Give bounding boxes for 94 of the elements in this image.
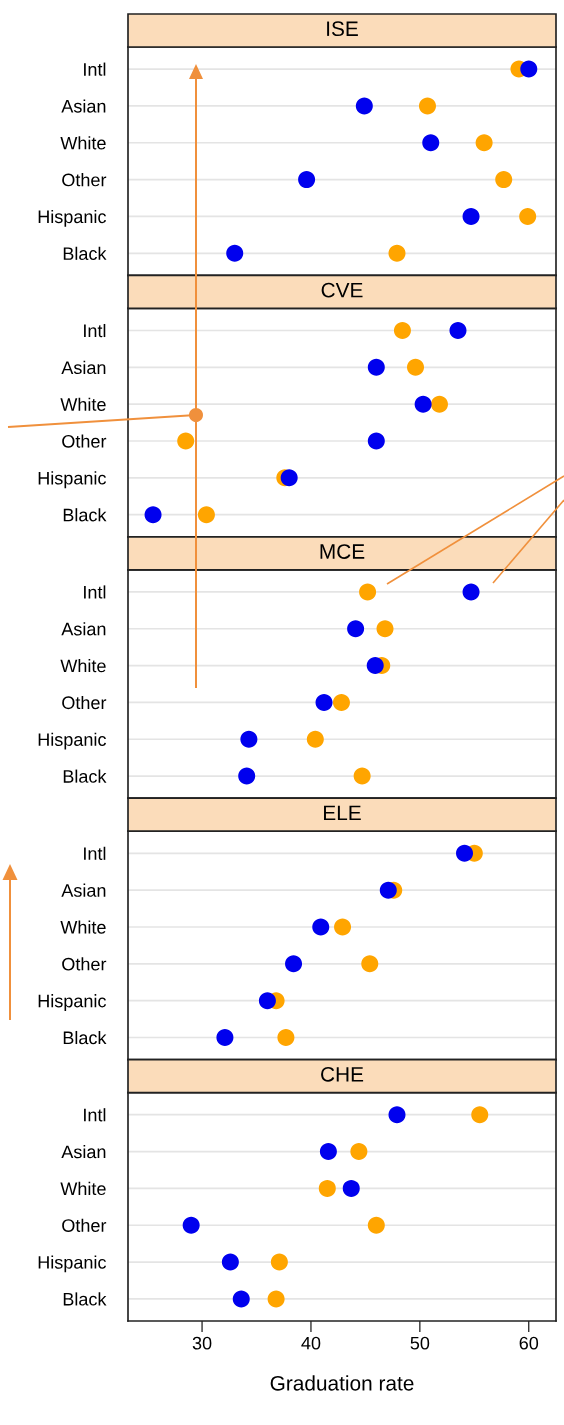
point <box>258 992 276 1010</box>
point <box>221 1253 239 1271</box>
point <box>462 207 480 225</box>
point <box>361 955 379 973</box>
y-tick-label: Hispanic <box>38 209 106 227</box>
point <box>318 1179 336 1197</box>
y-tick-label: Intl <box>84 585 106 599</box>
point <box>332 693 350 711</box>
point <box>182 1216 200 1234</box>
chart-title: ISE <box>327 21 358 37</box>
point <box>312 918 330 936</box>
y-tick-label: White <box>60 1181 106 1196</box>
y-tick-label: Black <box>63 1030 107 1045</box>
point <box>319 1143 337 1161</box>
chart-title: ELE <box>324 805 361 821</box>
y-tick-label: Other <box>62 1218 107 1232</box>
y-tick-label: Other <box>62 957 107 971</box>
y-tick-label: Asian <box>61 883 106 897</box>
y-tick-label: Other <box>62 695 107 710</box>
point <box>407 358 425 376</box>
point <box>144 506 162 524</box>
y-tick-label: Asian <box>61 360 106 375</box>
point <box>306 730 324 748</box>
point <box>240 730 258 748</box>
y-tick-label: Asian <box>61 622 106 636</box>
point <box>462 583 480 601</box>
y-tick-label: White <box>60 659 106 673</box>
point <box>393 322 411 340</box>
chart-title: MCE <box>320 544 365 559</box>
point <box>422 134 440 152</box>
point <box>353 767 371 785</box>
y-tick-label: Hispanic <box>38 471 106 489</box>
point <box>367 358 385 376</box>
point <box>277 1028 295 1046</box>
chart-title: CVE <box>321 282 363 298</box>
point <box>342 1179 360 1197</box>
point <box>197 506 215 524</box>
y-tick-label: Hispanic <box>38 1255 106 1273</box>
point <box>285 955 303 973</box>
point <box>267 1290 285 1308</box>
point <box>430 395 448 413</box>
x-tick-label: 40 <box>301 1336 321 1350</box>
point <box>177 432 195 450</box>
y-tick-label: Asian <box>61 1145 106 1159</box>
y-tick-label: Intl <box>84 62 106 76</box>
y-tick-label: Intl <box>84 323 106 338</box>
y-tick-label: White <box>60 397 106 411</box>
x-tick-label: 30 <box>192 1336 212 1350</box>
point <box>347 620 365 638</box>
point <box>367 432 385 450</box>
point <box>216 1028 234 1046</box>
chart-title: CHE <box>321 1066 364 1082</box>
point <box>471 1106 489 1124</box>
y-tick-label: Intl <box>84 846 106 860</box>
y-tick-label: Other <box>62 434 107 448</box>
x-tick-label: 60 <box>519 1336 539 1350</box>
point <box>359 583 377 601</box>
point <box>418 97 436 115</box>
x-tick-label: 50 <box>410 1336 430 1350</box>
point <box>350 1143 368 1161</box>
point <box>238 767 256 785</box>
point <box>355 97 373 115</box>
y-tick-label: Hispanic <box>38 994 106 1011</box>
y-tick-label: Black <box>63 246 107 261</box>
point <box>520 60 538 78</box>
point <box>475 134 493 152</box>
point <box>315 693 333 711</box>
y-tick-label: Black <box>63 1292 107 1306</box>
y-tick-label: Asian <box>61 99 106 113</box>
point <box>226 244 244 262</box>
point <box>388 1106 406 1124</box>
point <box>414 395 432 413</box>
point <box>519 207 537 225</box>
y-tick-label: White <box>60 136 106 150</box>
point <box>376 620 394 638</box>
point <box>298 171 316 189</box>
point <box>367 1216 385 1234</box>
y-tick-label: Intl <box>84 1108 106 1122</box>
point <box>280 469 298 487</box>
point <box>388 244 406 262</box>
point <box>495 171 513 189</box>
point <box>449 322 467 340</box>
point <box>379 881 397 899</box>
y-tick-label: Black <box>63 769 107 783</box>
point <box>232 1290 250 1308</box>
point <box>456 844 474 862</box>
point <box>366 657 384 675</box>
y-tick-label: White <box>60 920 106 934</box>
y-tick-label: Black <box>63 508 107 522</box>
y-tick-label: Other <box>62 173 107 187</box>
point <box>334 918 352 936</box>
y-tick-label: Hispanic <box>38 732 106 750</box>
x-axis-title: Graduation rate <box>270 1375 414 1391</box>
point <box>270 1253 288 1271</box>
